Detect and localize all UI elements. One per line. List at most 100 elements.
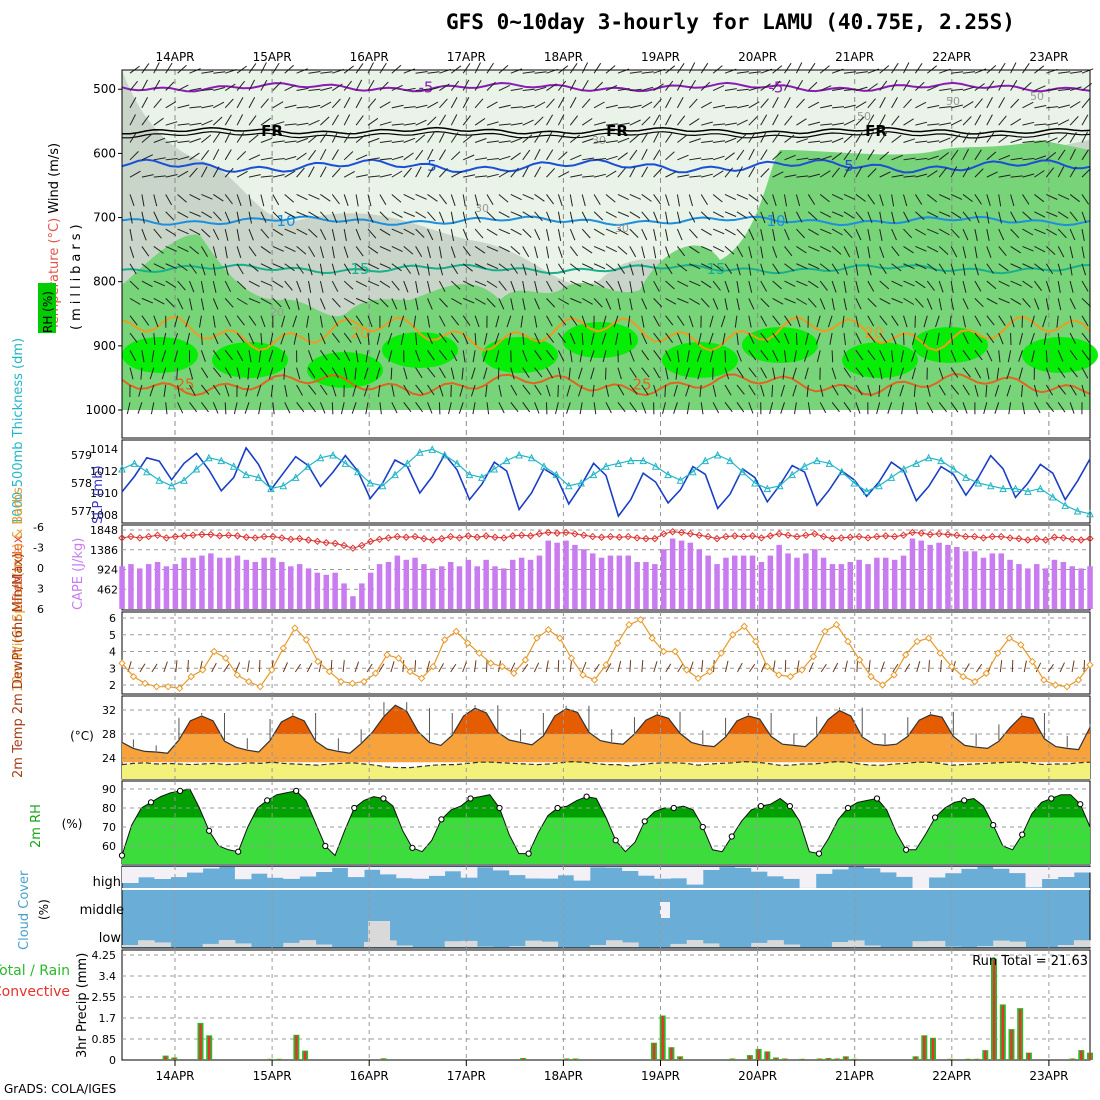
- wind-barb: [700, 211, 711, 221]
- temperature-line: [121, 704, 1091, 754]
- wind-barb: [236, 246, 242, 258]
- cloud-high-gap: [396, 867, 413, 879]
- wind-barb: [260, 175, 273, 178]
- wind-barb: [486, 194, 494, 206]
- wind-barb: [354, 661, 360, 673]
- wind-barb: [949, 315, 952, 328]
- wind-barb: [177, 402, 184, 414]
- wind-barb: [224, 149, 232, 161]
- wind-barb: [805, 332, 809, 345]
- lifted-index-point: [1033, 534, 1041, 543]
- wind-barb: [569, 79, 577, 91]
- wind-barb: [1069, 101, 1081, 109]
- cape-bar: [261, 557, 267, 609]
- wind-barb: [629, 350, 635, 362]
- cape-bar: [652, 564, 658, 609]
- wind-barb: [689, 175, 702, 178]
- wind-barb: [403, 280, 409, 293]
- cape-bar: [243, 559, 250, 609]
- wind-barb: [617, 152, 628, 161]
- wind-barb: [724, 246, 735, 255]
- wind-barb: [569, 263, 581, 272]
- wind-barb: [784, 280, 796, 287]
- wind-barb: [962, 332, 969, 345]
- wind-barb: [986, 194, 991, 207]
- cape-bar: [794, 557, 800, 609]
- precip-tick-label: 2.55: [92, 991, 117, 1004]
- wind-barb: [138, 384, 143, 397]
- rh-point: [612, 837, 619, 844]
- wind-barb: [701, 173, 713, 178]
- wind-barb: [700, 402, 704, 415]
- wind-barb: [569, 97, 577, 109]
- wind-barb: [1057, 384, 1067, 395]
- wind-barb: [141, 97, 149, 109]
- wind-barb: [510, 152, 521, 161]
- wind-barb: [189, 367, 194, 380]
- wind-barb: [319, 132, 328, 143]
- wind-barb: [129, 194, 135, 206]
- cape-bar: [891, 559, 898, 609]
- lifted-index-point: [118, 534, 126, 542]
- wind-barb: [1070, 71, 1083, 74]
- wind-barb: [736, 149, 745, 161]
- lifted-index-point: [313, 537, 322, 546]
- wind-barb: [629, 228, 639, 238]
- slp-tick-label: 1012: [90, 465, 118, 478]
- wind-barb: [450, 350, 458, 362]
- cape-bar: [137, 568, 143, 609]
- wind-speed-point: [924, 634, 933, 642]
- wind-barb: [808, 101, 820, 109]
- wind-speed-point: [464, 639, 472, 647]
- wind-barb: [1057, 119, 1070, 126]
- wind-barb: [355, 63, 364, 74]
- wind-barb: [581, 228, 591, 239]
- lifted-index-point: [358, 541, 366, 550]
- thickness-point: [639, 456, 648, 465]
- wind-barb: [450, 194, 456, 206]
- precip-series-label: Convective: [0, 984, 70, 1000]
- thickness-point: [962, 473, 970, 481]
- wind-barb: [962, 384, 970, 396]
- wind-barb: [605, 85, 618, 91]
- wind-barb: [162, 332, 167, 345]
- thickness-point: [192, 464, 201, 473]
- wind-barb: [213, 71, 226, 74]
- wind-barb: [367, 175, 380, 178]
- wind-barb: [391, 245, 403, 253]
- wind-speed-point: [948, 662, 956, 671]
- wind-barb: [200, 367, 209, 379]
- precip-convective-bar: [844, 1056, 847, 1060]
- wind-barb: [450, 263, 459, 275]
- wind-barb: [534, 263, 538, 276]
- wind-tick-label: 5: [109, 629, 116, 642]
- wind-barb: [950, 104, 963, 109]
- wind-barb: [363, 384, 369, 397]
- wind-barb: [177, 194, 187, 203]
- wind-barb: [320, 87, 333, 92]
- wind-barb: [260, 211, 267, 223]
- wind-speed-point: [590, 676, 599, 684]
- wind-barb: [175, 660, 178, 673]
- wind-barb: [998, 280, 1010, 287]
- wind-barb: [843, 280, 847, 293]
- wind-barb: [808, 245, 820, 252]
- wind-speed-point: [164, 682, 172, 691]
- wind-barb: [903, 194, 908, 207]
- wind-barb: [772, 171, 784, 178]
- wind-barb: [415, 193, 427, 200]
- wind-barb: [427, 132, 435, 143]
- wind-barb: [260, 117, 271, 126]
- wind-barb: [831, 137, 844, 143]
- rh-point: [235, 848, 242, 855]
- wind-barb: [879, 367, 883, 380]
- lifted-index-point: [695, 531, 703, 539]
- lifted-index-point: [713, 534, 721, 543]
- wind-barb: [427, 263, 430, 276]
- wind-barb: [629, 660, 632, 673]
- wind-barb: [712, 245, 725, 253]
- thickness-point: [713, 450, 722, 459]
- wind-barb: [486, 140, 499, 143]
- wind-barb: [986, 297, 998, 305]
- wind-barb: [915, 81, 925, 91]
